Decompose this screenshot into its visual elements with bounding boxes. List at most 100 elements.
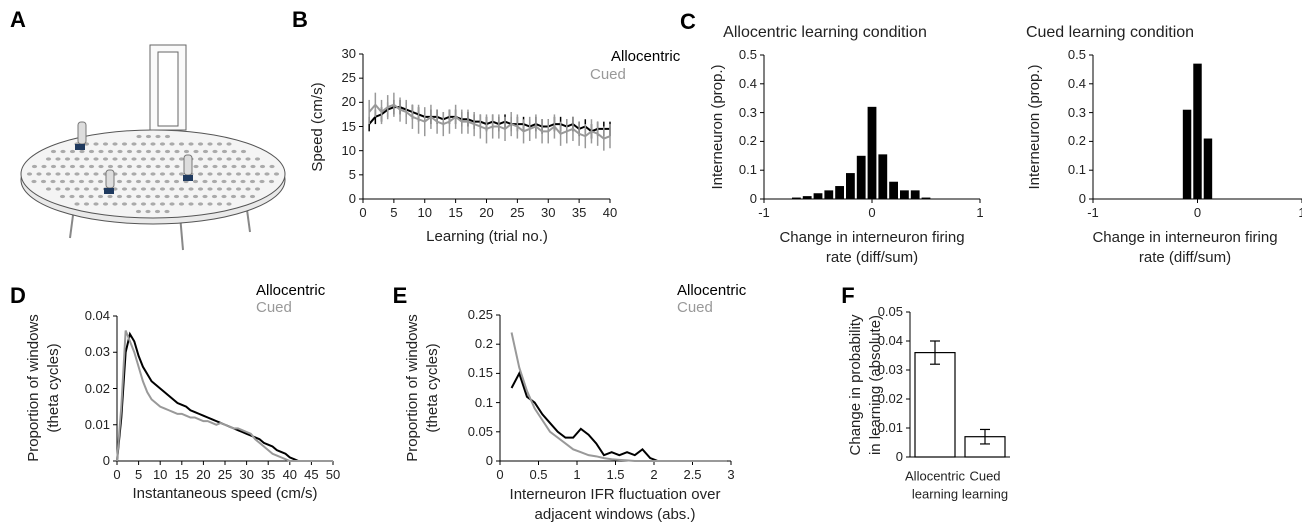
hole bbox=[121, 187, 128, 191]
hole bbox=[50, 149, 57, 154]
x-tick-label: 1 bbox=[573, 467, 581, 483]
x-tick-label: 10 bbox=[417, 205, 432, 221]
x-tick-label: Cued learning bbox=[961, 468, 1009, 501]
x-tick-label: 0 bbox=[868, 205, 876, 221]
x-axis-label: Instantaneous speed (cm/s) bbox=[132, 484, 318, 502]
y-tick-label: 0.15 bbox=[467, 365, 493, 381]
y-tick-label: 0.05 bbox=[467, 424, 493, 440]
hole bbox=[45, 187, 52, 191]
hole bbox=[188, 187, 194, 191]
x-tick-label: 2.5 bbox=[683, 467, 702, 483]
hole bbox=[174, 164, 180, 169]
hole bbox=[202, 164, 209, 169]
x-tick-label: 25 bbox=[510, 205, 525, 221]
hole bbox=[64, 157, 71, 161]
hole bbox=[235, 157, 242, 161]
hole bbox=[273, 172, 280, 176]
hole bbox=[226, 187, 232, 191]
x-tick-label: 35 bbox=[571, 205, 587, 221]
hole bbox=[178, 142, 185, 146]
hole bbox=[193, 164, 199, 169]
legend-entry: Allocentric bbox=[677, 281, 747, 299]
hole bbox=[169, 142, 175, 146]
hole bbox=[31, 179, 37, 184]
hole bbox=[112, 202, 118, 206]
hole bbox=[202, 149, 209, 154]
y-tick-label: 5 bbox=[348, 167, 356, 183]
hole bbox=[216, 187, 223, 191]
x-tick-label: 20 bbox=[196, 467, 211, 483]
x-axis-label: Change in interneuron firing rate (diff/… bbox=[1092, 228, 1278, 266]
hole bbox=[155, 164, 161, 169]
maze-illustration bbox=[20, 44, 286, 251]
hole bbox=[78, 179, 85, 184]
x-tick-label: 5 bbox=[134, 467, 143, 483]
hole bbox=[207, 157, 213, 161]
hole bbox=[207, 172, 213, 176]
hole bbox=[173, 194, 180, 199]
hole bbox=[74, 172, 80, 176]
hole bbox=[193, 149, 199, 154]
hole bbox=[60, 149, 66, 154]
x-axis-label: Change in interneuron firing rate (diff/… bbox=[779, 228, 965, 266]
hole bbox=[135, 194, 142, 199]
hole bbox=[231, 164, 237, 169]
bar bbox=[921, 197, 931, 199]
y-axis-label: Speed (cm/s) bbox=[308, 82, 326, 172]
hole bbox=[240, 149, 247, 154]
hole bbox=[140, 157, 147, 161]
hole bbox=[107, 149, 114, 154]
x-tick-label: 0.5 bbox=[529, 467, 548, 483]
y-tick-label: 0.02 bbox=[877, 391, 903, 407]
bar bbox=[835, 186, 844, 199]
hole bbox=[221, 164, 228, 169]
y-tick-label: 0.02 bbox=[84, 380, 110, 396]
hole bbox=[159, 157, 166, 161]
y-axis-label: Interneuron (prop.) bbox=[1025, 64, 1043, 190]
x-axis-label: Learning (trial no.) bbox=[426, 227, 548, 245]
hole bbox=[178, 172, 185, 176]
x-tick-label: Allocentric learning bbox=[905, 468, 965, 501]
hole bbox=[83, 172, 90, 176]
hole bbox=[88, 149, 95, 154]
hole bbox=[250, 164, 256, 169]
hole bbox=[231, 149, 237, 154]
bar bbox=[914, 352, 956, 458]
series-line bbox=[510, 332, 728, 462]
series-line bbox=[116, 330, 333, 462]
hole bbox=[45, 157, 52, 161]
hole bbox=[245, 157, 251, 161]
hole bbox=[83, 202, 90, 206]
hole bbox=[131, 142, 137, 146]
series-line bbox=[368, 106, 610, 133]
hole bbox=[140, 187, 147, 191]
y-tick-label: 0.05 bbox=[877, 304, 903, 320]
cue bbox=[183, 154, 193, 176]
y-tick-label: 0.5 bbox=[738, 47, 757, 63]
goal-marker bbox=[104, 188, 114, 194]
x-tick-label: 0 bbox=[359, 205, 367, 221]
hole bbox=[145, 164, 152, 169]
hole bbox=[112, 157, 118, 161]
x-tick-label: 1 bbox=[1298, 204, 1302, 222]
hole bbox=[93, 157, 99, 161]
hole bbox=[211, 179, 218, 184]
x-tick-label: 50 bbox=[325, 467, 341, 483]
x-tick-label: 35 bbox=[260, 467, 276, 483]
y-tick-label: 0.1 bbox=[474, 394, 493, 410]
hole bbox=[164, 209, 170, 214]
hole bbox=[169, 157, 175, 161]
y-tick-label: 0.01 bbox=[877, 420, 903, 436]
hole bbox=[116, 194, 123, 199]
hole bbox=[131, 187, 137, 191]
hole bbox=[212, 164, 218, 169]
hole bbox=[140, 202, 147, 206]
hole bbox=[154, 209, 161, 214]
hole bbox=[150, 142, 156, 146]
y-tick-label: 0.01 bbox=[84, 416, 110, 432]
hole bbox=[93, 142, 99, 146]
hole bbox=[230, 194, 237, 199]
hole bbox=[174, 149, 180, 154]
x-tick-label: 15 bbox=[174, 467, 190, 483]
